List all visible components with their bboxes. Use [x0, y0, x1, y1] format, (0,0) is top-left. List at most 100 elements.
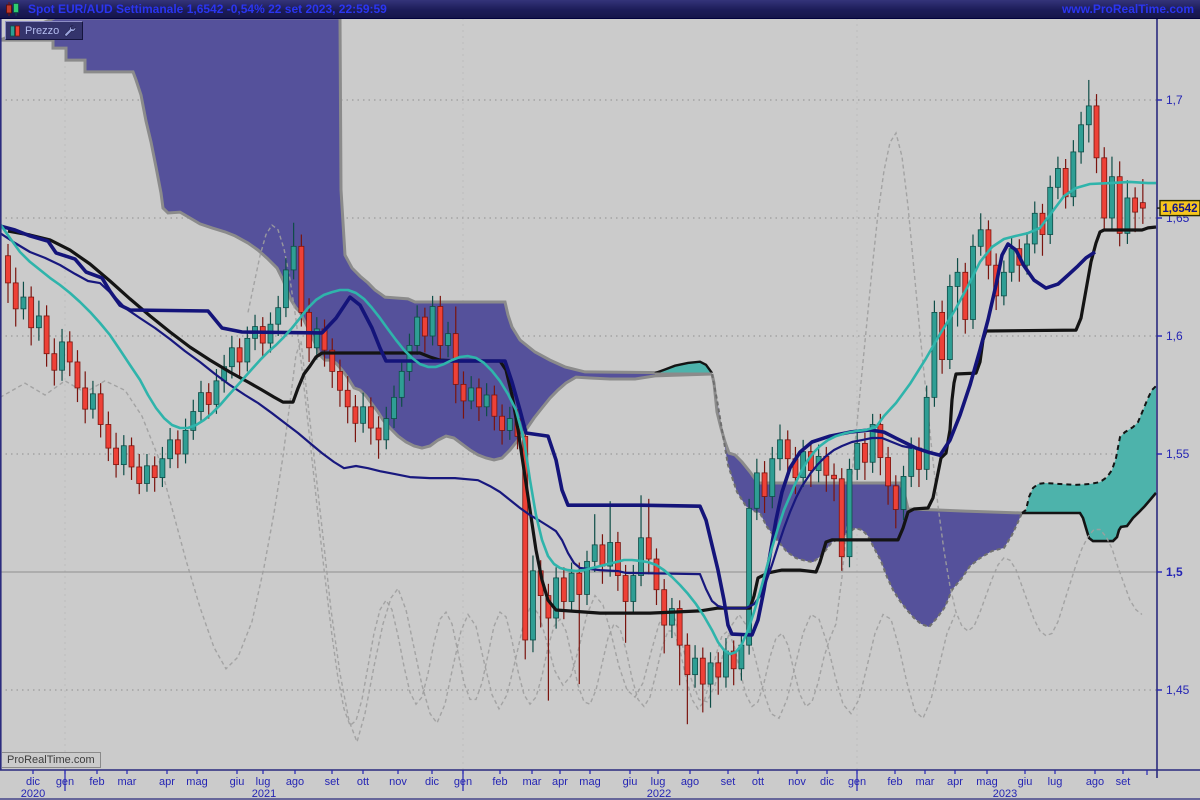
- provider-url[interactable]: www.ProRealTime.com: [1061, 2, 1194, 16]
- wrench-icon[interactable]: [63, 24, 77, 37]
- candle-body[interactable]: [136, 466, 143, 484]
- candle-body[interactable]: [283, 269, 289, 309]
- candle-body[interactable]: [607, 542, 614, 567]
- candle-body[interactable]: [761, 472, 768, 497]
- candle-body[interactable]: [854, 442, 861, 470]
- candle-body[interactable]: [692, 657, 698, 676]
- candle-body[interactable]: [375, 427, 382, 441]
- candle-body[interactable]: [576, 572, 583, 595]
- candle-body[interactable]: [684, 644, 691, 676]
- candle-body[interactable]: [553, 577, 560, 619]
- candle-body[interactable]: [1109, 176, 1115, 219]
- candle-body[interactable]: [360, 406, 367, 424]
- candle-body[interactable]: [391, 396, 397, 419]
- candle-body[interactable]: [476, 387, 482, 408]
- candle-body[interactable]: [753, 472, 760, 509]
- candle-body[interactable]: [630, 575, 637, 602]
- candle-body[interactable]: [846, 468, 853, 558]
- candle-body[interactable]: [885, 457, 891, 487]
- candle-body[interactable]: [645, 537, 652, 560]
- candle-body[interactable]: [198, 392, 204, 412]
- candle-body[interactable]: [43, 315, 50, 355]
- candle-body[interactable]: [144, 465, 150, 484]
- candle-body[interactable]: [823, 455, 830, 476]
- candle-body[interactable]: [1132, 197, 1139, 213]
- candle-body[interactable]: [730, 650, 737, 670]
- candle-body[interactable]: [669, 608, 675, 626]
- candle-body[interactable]: [1124, 197, 1131, 234]
- candle-body[interactable]: [499, 415, 505, 431]
- candle-body[interactable]: [545, 595, 552, 619]
- candle-body[interactable]: [12, 282, 19, 310]
- candle-body[interactable]: [97, 393, 104, 425]
- candle-body[interactable]: [383, 418, 390, 441]
- candle-body[interactable]: [769, 458, 776, 497]
- candle-body[interactable]: [421, 316, 428, 337]
- candle-body[interactable]: [784, 439, 791, 460]
- candle-body[interactable]: [105, 424, 112, 449]
- candle-body[interactable]: [707, 662, 714, 685]
- candle-body[interactable]: [128, 445, 135, 468]
- candle-body[interactable]: [970, 245, 976, 320]
- price-settings-chip[interactable]: Prezzo: [5, 21, 84, 40]
- candle-body[interactable]: [1070, 151, 1077, 198]
- candle-body[interactable]: [723, 650, 729, 678]
- candle-body[interactable]: [28, 296, 35, 329]
- candle-body[interactable]: [236, 347, 243, 363]
- candle-body[interactable]: [51, 353, 58, 371]
- candle-body[interactable]: [90, 393, 96, 410]
- candle-body[interactable]: [174, 439, 181, 455]
- candle-body[interactable]: [182, 429, 189, 455]
- candle-body[interactable]: [298, 245, 305, 313]
- candle-body[interactable]: [1116, 176, 1123, 234]
- candle-body[interactable]: [676, 608, 683, 646]
- candle-body[interactable]: [398, 370, 405, 398]
- candle-body[interactable]: [908, 447, 915, 477]
- candle-body[interactable]: [414, 316, 421, 346]
- candle-body[interactable]: [167, 439, 174, 460]
- candle-body[interactable]: [715, 662, 722, 678]
- candle-body[interactable]: [213, 380, 220, 405]
- candle-body[interactable]: [190, 411, 197, 431]
- candle-body[interactable]: [977, 229, 984, 247]
- candle-body[interactable]: [445, 333, 451, 346]
- candle-body[interactable]: [869, 424, 876, 463]
- candle-body[interactable]: [584, 560, 590, 595]
- candle-body[interactable]: [661, 589, 668, 626]
- candle-body[interactable]: [337, 370, 343, 391]
- candle-body[interactable]: [862, 442, 868, 463]
- candle-body[interactable]: [954, 271, 961, 287]
- candle-body[interactable]: [82, 387, 89, 410]
- candle-body[interactable]: [74, 361, 81, 389]
- candle-body[interactable]: [329, 349, 336, 372]
- candle-body[interactable]: [205, 392, 212, 405]
- candle-body[interactable]: [120, 445, 127, 466]
- candle-body[interactable]: [522, 435, 529, 641]
- candle-body[interactable]: [113, 447, 119, 466]
- candle-body[interactable]: [614, 542, 621, 576]
- candle-body[interactable]: [228, 347, 235, 368]
- candle-body[interactable]: [1055, 168, 1061, 188]
- candle-body[interactable]: [367, 406, 374, 429]
- candle-body[interactable]: [344, 389, 351, 408]
- candle-body[interactable]: [1024, 243, 1030, 266]
- candle-body[interactable]: [699, 657, 706, 685]
- candle-body[interactable]: [5, 255, 11, 284]
- candle-body[interactable]: [568, 572, 575, 602]
- plot-area[interactable]: [0, 18, 1157, 770]
- candle-body[interactable]: [35, 315, 42, 329]
- candle-body[interactable]: [900, 476, 907, 510]
- candle-body[interactable]: [306, 311, 312, 349]
- candle-body[interactable]: [1139, 202, 1146, 209]
- candle-body[interactable]: [1101, 157, 1108, 219]
- candle-body[interactable]: [1062, 168, 1069, 198]
- candle-body[interactable]: [20, 296, 27, 310]
- candle-body[interactable]: [1085, 105, 1092, 126]
- candle-body[interactable]: [892, 485, 899, 510]
- candle-body[interactable]: [931, 311, 938, 398]
- candle-body[interactable]: [1000, 271, 1007, 297]
- candle-body[interactable]: [777, 439, 783, 460]
- candle-body[interactable]: [244, 337, 251, 363]
- candle-body[interactable]: [483, 394, 490, 408]
